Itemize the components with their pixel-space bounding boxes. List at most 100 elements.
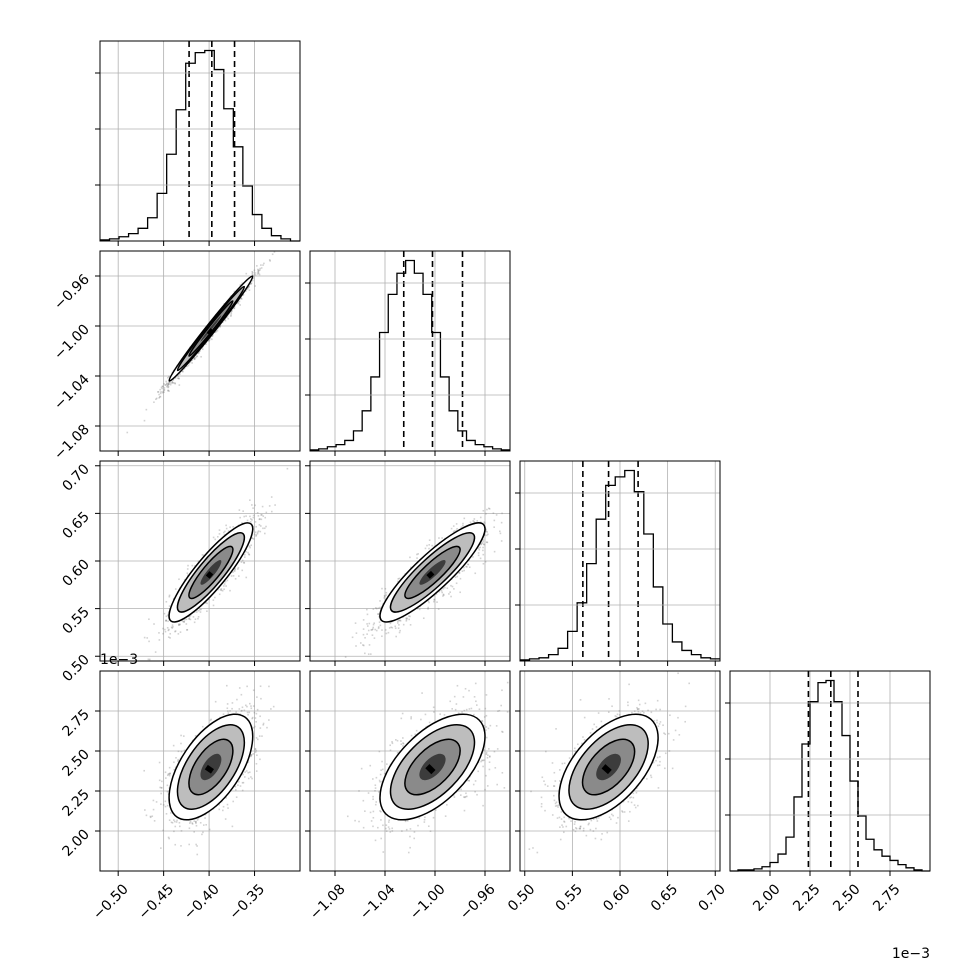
scatter-point (195, 356, 197, 359)
scatter-point (243, 556, 246, 558)
scatter-point (162, 391, 164, 394)
panel-frame (99, 460, 301, 662)
scatter-point (199, 350, 201, 352)
scatter-point (428, 547, 430, 550)
scatter-point (182, 370, 184, 373)
scatter-point (161, 387, 163, 390)
scatter-point (377, 607, 380, 610)
scatter-point (169, 637, 171, 639)
scatter-point (459, 591, 461, 594)
scatter-point (183, 621, 185, 623)
scatter-point (256, 512, 259, 514)
scatter-point (219, 325, 221, 328)
scatter-point (248, 553, 251, 556)
scatter-point (171, 380, 173, 383)
scatter-point (196, 609, 198, 611)
scatter-point (256, 273, 259, 275)
contour-group (168, 522, 254, 623)
scatter-point (416, 553, 418, 556)
scatter-point (172, 379, 175, 381)
contour-line (168, 522, 254, 623)
scatter-point (208, 598, 210, 600)
density-layer (143, 467, 289, 661)
scatter-point (227, 710, 229, 712)
scatter-point (379, 606, 381, 609)
scatter-panel-0-1: −1.08−1.04−1.00−0.96 (51, 244, 301, 463)
scatter-point (259, 267, 261, 270)
scatter-point (252, 277, 255, 279)
scatter-point (483, 521, 486, 523)
scatter-point (233, 307, 236, 310)
scatter-point (278, 244, 280, 246)
scatter-point (238, 687, 241, 689)
scatter-panel-0-3: −0.50 −0.45 −0.40 −0.352.002.252.502.75 (59, 670, 301, 923)
scatter-point (255, 534, 258, 536)
scatter-point (351, 636, 354, 639)
scatter-point (362, 619, 365, 621)
scatter-point (418, 608, 421, 611)
scatter-point (467, 563, 469, 566)
scatter-point (167, 636, 170, 638)
scatter-point (264, 516, 267, 519)
scatter-point (286, 467, 289, 470)
scatter-point (248, 289, 251, 291)
scatter-point (246, 685, 248, 688)
scatter-point (372, 626, 375, 629)
scatter-point (484, 560, 487, 563)
scatter-point (256, 265, 258, 267)
scatter-point (165, 619, 167, 622)
scatter-point (262, 724, 265, 726)
scatter-point (479, 557, 482, 560)
scatter-point (446, 587, 449, 590)
scatter-point (236, 302, 238, 305)
scatter-point (147, 658, 150, 661)
scatter-point (372, 623, 375, 626)
scatter-point (442, 593, 445, 596)
density-layer (344, 507, 503, 658)
scatter-point (374, 607, 377, 609)
scatter-point (225, 684, 228, 687)
scatter-point (487, 533, 489, 536)
scatter-point (197, 616, 200, 618)
scatter-point (260, 267, 263, 269)
scatter-point (399, 619, 402, 622)
scatter-point (149, 816, 152, 819)
scatter-point (244, 290, 247, 292)
scatter-point (183, 578, 186, 581)
scatter-point (366, 613, 369, 616)
scatter-point (263, 262, 265, 265)
scatter-point (183, 367, 185, 370)
scatter-point (189, 822, 191, 824)
histogram-step-line (520, 469, 720, 661)
scatter-point (166, 384, 169, 387)
scatter-point (252, 274, 254, 276)
scatter-point (257, 270, 260, 272)
scatter-point (174, 630, 176, 633)
scatter-point (224, 530, 226, 533)
scatter-point (436, 601, 438, 603)
scatter-point (473, 520, 476, 523)
scatter-point (167, 383, 170, 386)
scatter-point (427, 608, 429, 610)
scatter-point (440, 589, 443, 592)
scatter-point (258, 524, 261, 526)
density-peak (205, 571, 214, 579)
scatter-point (405, 618, 408, 621)
scatter-point (252, 705, 255, 707)
scatter-point (218, 325, 221, 328)
scatter-point (255, 525, 257, 528)
scatter-point (186, 365, 188, 368)
scatter-point (469, 521, 472, 524)
scatter-point (249, 546, 251, 549)
scatter-point (188, 827, 191, 830)
scatter-point (385, 591, 388, 594)
scatter-point (355, 632, 358, 634)
scatter-point (257, 269, 260, 272)
scatter-point (454, 576, 457, 579)
scatter-point (467, 563, 470, 566)
scatter-point (394, 625, 397, 628)
scatter-point (271, 510, 273, 513)
scatter-point (481, 542, 483, 544)
scatter-point (265, 511, 268, 514)
histogram-panel-3: 2.00 2.25 2.50 2.75 (725, 670, 931, 915)
